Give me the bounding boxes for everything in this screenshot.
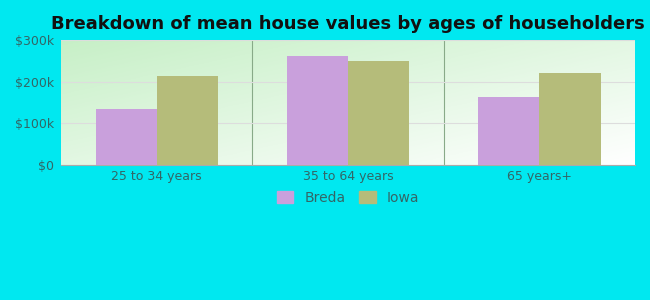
Bar	[478, 97, 540, 165]
Title: Breakdown of mean house values by ages of householders: Breakdown of mean house values by ages o…	[51, 15, 645, 33]
Bar	[157, 76, 218, 165]
Legend: Breda, Iowa: Breda, Iowa	[271, 185, 425, 210]
Bar	[287, 56, 348, 165]
Bar	[96, 109, 157, 165]
Bar	[348, 61, 410, 165]
Bar	[540, 73, 601, 165]
